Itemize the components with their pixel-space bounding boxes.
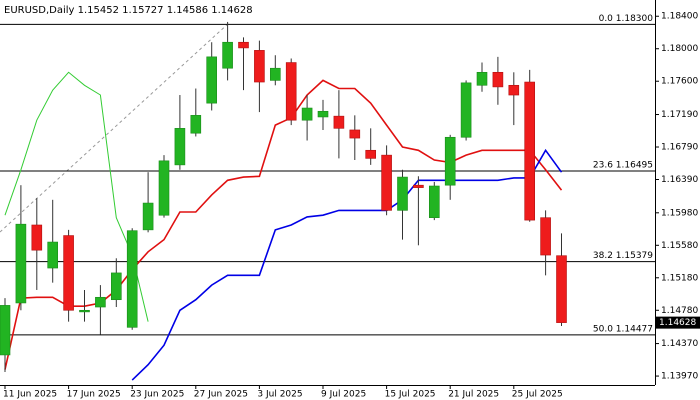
candle-body — [15, 223, 27, 304]
candle-body — [556, 255, 567, 323]
x-tick-label: 17 Jun 2025 — [67, 390, 121, 400]
candle-body — [238, 41, 249, 49]
candle-body — [301, 107, 313, 121]
candle-body — [476, 71, 488, 86]
plot: 0.0 1.18300 23.6 1.16495 38.2 1.15379 50.0 … — [0, 14, 655, 381]
ohlc-low: 1.14586 — [167, 5, 208, 16]
candle-body — [47, 241, 59, 269]
fib-label: 23.6 1.16495 — [593, 160, 653, 170]
candle-body — [142, 202, 154, 231]
indicator-line — [4, 71, 149, 322]
fib-label: 50.0 1.14477 — [593, 324, 653, 334]
candle-body — [222, 41, 233, 69]
y-tick-label: 1.15180 — [661, 273, 698, 283]
y-tick-label: 1.18400 — [661, 12, 698, 22]
candle-body — [158, 160, 170, 216]
x-tick-label: 21 Jul 2025 — [448, 390, 499, 400]
candle-body — [365, 149, 377, 159]
y-tick-label: 1.13970 — [661, 372, 698, 382]
y-tick-label: 1.16790 — [661, 143, 698, 153]
x-tick-label: 15 Jul 2025 — [385, 390, 436, 400]
fib-label: 0.0 1.18300 — [599, 14, 654, 24]
candle-body — [254, 50, 265, 83]
x-tick-label: 25 Jul 2025 — [512, 390, 563, 400]
ohlc-open: 1.15452 — [78, 5, 119, 16]
ohlc-high: 1.15727 — [122, 5, 163, 16]
candle-body — [317, 110, 329, 118]
header: EURUSD,Daily 1.15452 1.15727 1.14586 1.1… — [4, 5, 253, 16]
candle-body — [285, 62, 297, 121]
y-tick-label: 1.15580 — [661, 241, 698, 251]
x-tick-label: 11 Jun 2025 — [3, 390, 57, 400]
candle-body — [508, 84, 520, 96]
candle-body — [63, 235, 74, 311]
y-tick-label: 1.16390 — [661, 175, 698, 185]
y-tick-label: 1.18000 — [661, 44, 698, 54]
candle-body — [79, 309, 90, 313]
y-tick-label: 1.15980 — [661, 208, 698, 218]
candle-body — [0, 305, 11, 356]
last-price-box — [656, 316, 700, 329]
candle-body — [524, 81, 536, 221]
candle-body — [126, 230, 138, 328]
candle-body — [269, 67, 281, 81]
candle-body — [413, 184, 424, 188]
y-tick-label: 1.17600 — [661, 77, 698, 87]
fib-label: 38.2 1.15379 — [593, 251, 653, 261]
y-tick-label: 1.14780 — [661, 306, 698, 316]
indicator-line — [131, 148, 563, 381]
candle-body — [333, 115, 345, 129]
candle-body — [381, 154, 392, 211]
candle-body — [397, 176, 408, 211]
candle-body — [174, 128, 186, 166]
candle-body — [31, 224, 43, 251]
candle-body — [540, 217, 551, 256]
candle-body — [349, 129, 361, 139]
x-tick-label: 3 Jul 2025 — [257, 390, 302, 400]
candle-body — [460, 82, 472, 138]
trend-line — [0, 21, 231, 233]
candle-body — [428, 185, 440, 218]
candle-body — [444, 136, 456, 186]
y-tick-label: 1.17190 — [661, 110, 698, 120]
chart-title: EURUSD,Daily — [4, 5, 75, 16]
candle-body — [95, 296, 106, 308]
x-tick-label: 27 Jun 2025 — [194, 390, 248, 400]
candle-body — [492, 71, 504, 88]
y-tick-label: 1.14370 — [661, 339, 698, 349]
ohlc-close: 1.14628 — [211, 5, 252, 16]
candle-body — [111, 272, 122, 301]
last-price-label: 1.14628 — [659, 318, 696, 328]
candle-body — [206, 56, 217, 104]
x-tick-label: 23 Jun 2025 — [130, 390, 184, 400]
candle-body — [190, 115, 202, 134]
x-tick-label: 9 Jul 2025 — [321, 390, 366, 400]
